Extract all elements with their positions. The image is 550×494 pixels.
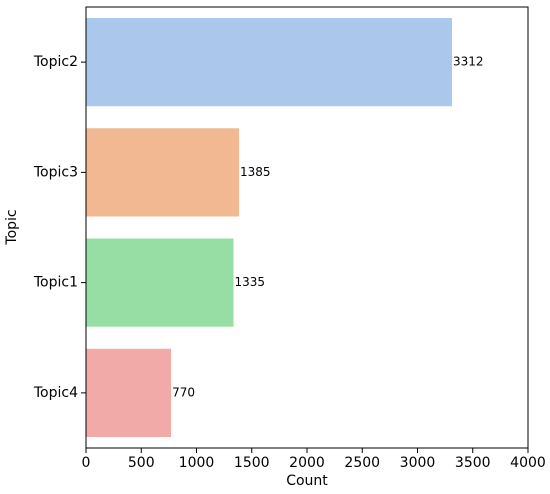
data-label: 3312 xyxy=(453,55,484,69)
y-tick-label: Topic3 xyxy=(33,164,78,180)
data-label: 1385 xyxy=(240,165,271,179)
y-tick-label: Topic4 xyxy=(33,385,78,401)
data-label: 1335 xyxy=(235,275,266,289)
bar xyxy=(86,348,172,437)
x-tick-label: 0 xyxy=(82,455,91,471)
x-tick-label: 2500 xyxy=(344,455,380,471)
x-tick-label: 500 xyxy=(128,455,155,471)
x-axis-label: Count xyxy=(286,473,328,489)
x-tick-label: 4000 xyxy=(510,455,546,471)
y-axis-label: Topic xyxy=(4,209,20,245)
plot-frame xyxy=(85,6,529,449)
bar xyxy=(86,238,234,327)
bar xyxy=(86,128,240,217)
data-label: 770 xyxy=(172,385,195,399)
x-tick-label: 3000 xyxy=(400,455,436,471)
x-tick-label: 3500 xyxy=(455,455,491,471)
x-tick-label: 1000 xyxy=(179,455,215,471)
y-tick-label: Topic1 xyxy=(33,275,78,291)
x-tick-label: 2000 xyxy=(289,455,325,471)
x-tick-label: 1500 xyxy=(234,455,270,471)
y-tick-label: Topic2 xyxy=(33,54,78,70)
bar xyxy=(86,18,452,107)
